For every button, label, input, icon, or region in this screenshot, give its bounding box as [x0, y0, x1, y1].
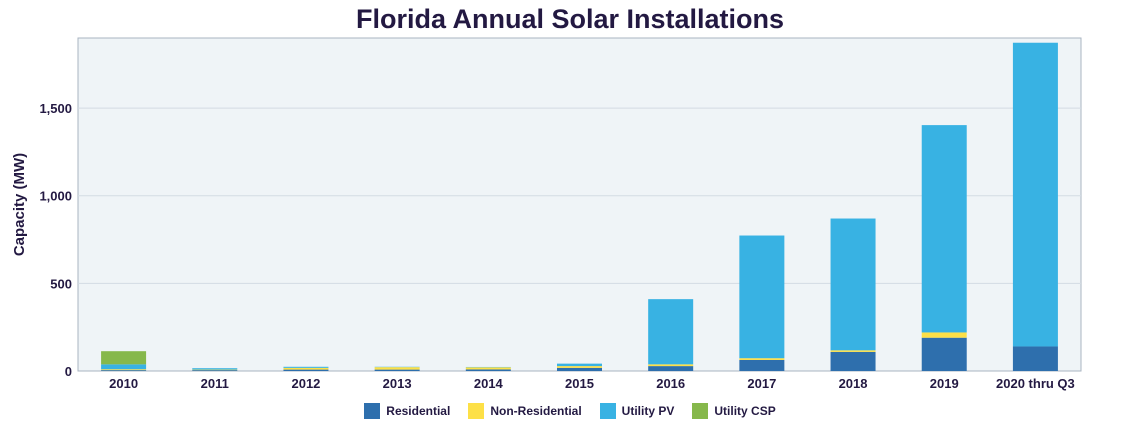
y-tick-label: 0	[65, 364, 72, 379]
bar-non-residential	[739, 358, 785, 360]
bar-non-residential	[921, 332, 967, 338]
bar-utility-pv	[192, 368, 238, 370]
bar-residential	[648, 366, 694, 371]
x-tick-label: 2013	[383, 376, 412, 391]
x-tick-label: 2015	[565, 376, 594, 391]
bar-utility-pv	[739, 235, 785, 359]
y-axis-label: Capacity (MW)	[11, 153, 28, 256]
legend-item[interactable]: Residential	[364, 403, 450, 419]
x-tick-label: 2016	[656, 376, 685, 391]
bar-utility-pv	[283, 366, 329, 368]
legend-label: Utility CSP	[714, 404, 776, 418]
x-tick-label: 2019	[930, 376, 959, 391]
legend-item[interactable]: Utility CSP	[692, 403, 776, 419]
bar-non-residential	[101, 369, 147, 371]
bar-residential	[465, 369, 511, 371]
bar-residential	[557, 367, 602, 371]
x-tick-label: 2020 thru Q3	[996, 376, 1075, 391]
legend-swatch	[692, 403, 709, 419]
legend-label: Non-Residential	[490, 404, 582, 418]
bar-residential	[921, 337, 967, 371]
legend-swatch	[468, 403, 485, 419]
bar-residential	[1012, 346, 1058, 371]
legend-label: Residential	[386, 404, 451, 418]
bar-utility-csp	[101, 351, 147, 365]
bar-non-residential	[465, 367, 511, 370]
bar-non-residential	[648, 364, 694, 367]
y-tick-label: 1,000	[39, 189, 72, 204]
x-tick-label: 2014	[474, 376, 504, 391]
bar-residential	[830, 351, 876, 371]
legend-label: Utility PV	[621, 404, 675, 418]
bar-non-residential	[557, 366, 602, 368]
bar-utility-pv	[648, 299, 694, 365]
x-tick-label: 2010	[109, 376, 138, 391]
legend-item[interactable]: Utility PV	[599, 403, 675, 419]
chart-title: Florida Annual Solar Installations	[355, 4, 785, 34]
legend-item[interactable]: Non-Residential	[468, 403, 582, 419]
y-tick-label: 1,500	[39, 101, 72, 116]
x-tick-label: 2018	[839, 376, 868, 391]
bar-non-residential	[830, 350, 876, 352]
bar-residential	[374, 369, 420, 371]
bar-residential	[739, 359, 785, 371]
x-tick-label: 2017	[747, 376, 776, 391]
bar-residential	[101, 370, 147, 371]
bar-utility-pv	[1012, 42, 1058, 347]
bar-utility-pv	[830, 218, 876, 351]
x-tick-label: 2011	[201, 376, 229, 391]
legend-swatch	[364, 403, 381, 419]
bar-non-residential	[192, 369, 238, 371]
bar-non-residential	[283, 367, 329, 370]
bar-non-residential	[374, 367, 420, 370]
bar-residential	[192, 370, 238, 371]
legend: Residential Non-Residential Utility PV Util…	[0, 403, 1140, 419]
legend-swatch	[599, 403, 616, 419]
plot-area	[77, 37, 1082, 372]
bar-residential	[283, 369, 329, 371]
y-tick-label: 500	[50, 276, 72, 291]
x-tick-label: 2012	[291, 376, 320, 391]
bar-utility-pv	[101, 364, 147, 370]
bar-utility-pv	[557, 363, 602, 367]
bar-utility-pv	[921, 125, 967, 333]
